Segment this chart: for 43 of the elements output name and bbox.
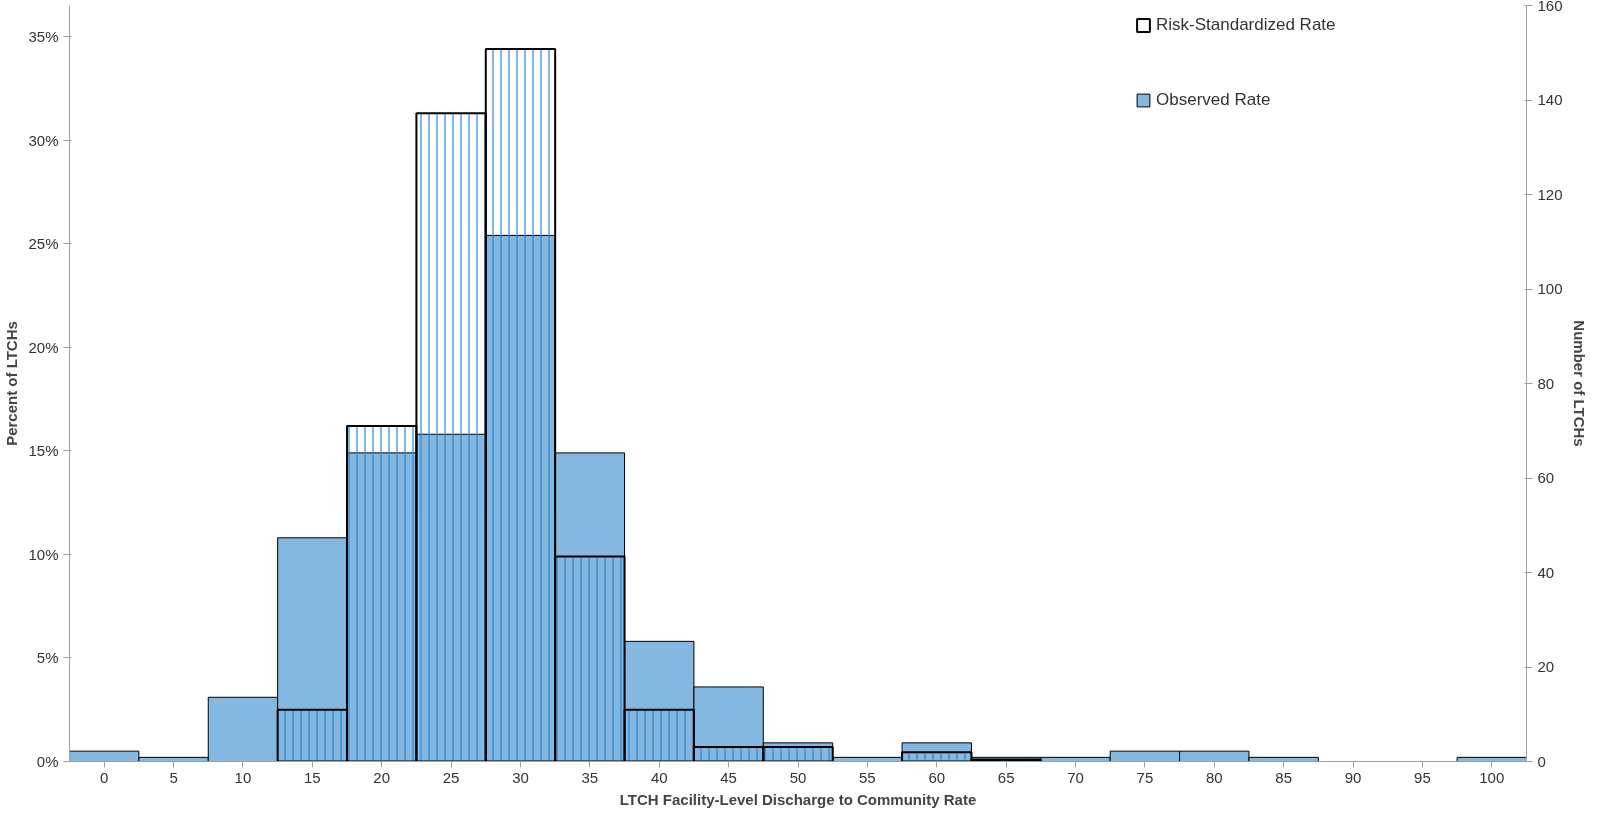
x-tick-label: 50 <box>789 768 807 786</box>
x-tick-label: 25 <box>442 768 460 786</box>
x-tick-label: 40 <box>650 768 668 786</box>
x-tick-label: 100 <box>1479 768 1505 786</box>
x-tick-label: 45 <box>720 768 737 786</box>
x-tick-label: 65 <box>997 768 1015 786</box>
y2-tick-label: 80 <box>1537 374 1555 392</box>
x-tick-label: 20 <box>373 768 391 786</box>
y-axis-title: Percent of LTCHs <box>3 321 21 446</box>
x-tick-label: 95 <box>1414 768 1431 786</box>
y2-tick-label: 160 <box>1537 0 1563 14</box>
y-tick-label: 10% <box>28 545 59 563</box>
x-tick-label: 10 <box>234 768 252 786</box>
x-tick-label: 60 <box>928 768 946 786</box>
y2-tick-label: 40 <box>1537 563 1555 581</box>
y-tick-label: 5% <box>36 649 59 667</box>
y2-tick-label: 100 <box>1537 280 1563 297</box>
y2-tick-label: 20 <box>1537 658 1555 675</box>
x-tick-label: 5 <box>169 768 178 786</box>
legend-label: Observed Rate <box>1156 90 1272 110</box>
y2-tick-label: 60 <box>1537 469 1555 486</box>
y-tick-label: 15% <box>28 442 59 460</box>
x-tick-label: 70 <box>1067 768 1084 786</box>
x-tick-label: 80 <box>1205 768 1223 786</box>
x-tick-label: 90 <box>1344 768 1362 786</box>
y-tick-label: 20% <box>28 338 59 356</box>
legend-label: Risk-Standardized Rate <box>1156 15 1337 35</box>
x-axis-title: LTCH Facility-Level Discharge to Community Rate <box>619 790 977 808</box>
x-tick-label: 30 <box>512 768 529 786</box>
y2-tick-label: 0 <box>1537 752 1546 770</box>
x-tick-label: 35 <box>581 768 599 786</box>
x-tick-label: 15 <box>303 768 321 786</box>
x-tick-label: 55 <box>859 768 876 786</box>
y2-axis-title: Number of LTCHs <box>1570 320 1588 447</box>
y2-tick-label: 120 <box>1537 185 1563 203</box>
x-tick-label: 85 <box>1275 768 1293 786</box>
y-tick-label: 0% <box>36 753 59 770</box>
y-tick-label: 30% <box>28 131 59 149</box>
x-tick-label: 0 <box>100 768 109 786</box>
x-tick-label: 75 <box>1136 768 1154 786</box>
y2-tick-label: 140 <box>1537 91 1563 108</box>
y-tick-label: 35% <box>28 28 59 46</box>
y-tick-label: 25% <box>28 235 59 253</box>
